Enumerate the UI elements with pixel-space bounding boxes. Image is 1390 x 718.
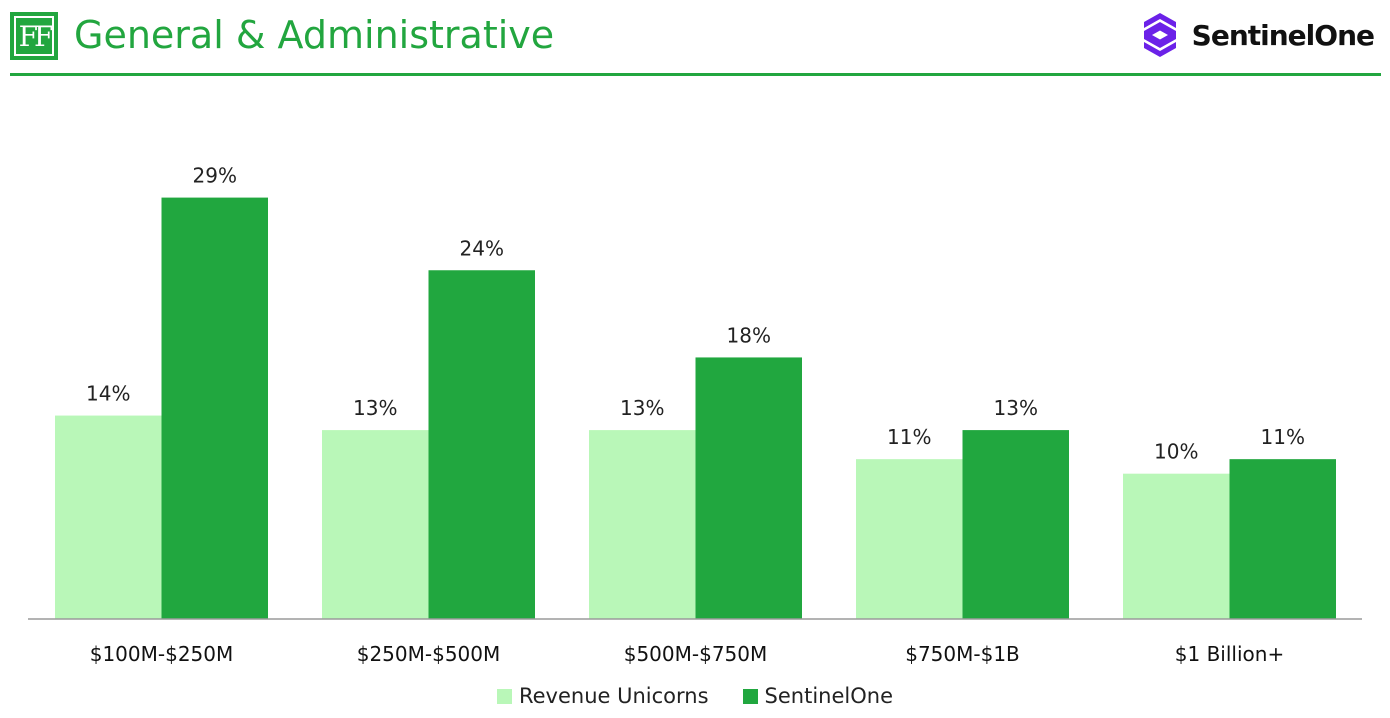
data-label-sentinelone-4: 11%: [1261, 425, 1305, 449]
data-label-revenue-unicorns-2: 13%: [620, 396, 664, 420]
data-label-sentinelone-3: 13%: [994, 396, 1038, 420]
bar-sentinelone-1: [428, 270, 535, 619]
legend-item-sentinelone: SentinelOne: [742, 684, 893, 708]
data-label-sentinelone-1: 24%: [460, 236, 504, 260]
x-tick-label-4: $1 Billion+: [1175, 642, 1284, 666]
legend-swatch-revenue-unicorns: [496, 688, 512, 704]
x-tick-label-0: $100M-$250M: [90, 642, 234, 666]
legend-label-revenue-unicorns: Revenue Unicorns: [518, 684, 709, 708]
header: FF General & Administrative SentinelOne: [0, 0, 1390, 78]
data-label-sentinelone-0: 29%: [193, 164, 237, 188]
header-divider: [10, 73, 1381, 76]
bar-revenue-unicorns-4: [1123, 473, 1230, 619]
legend-swatch-sentinelone: [742, 688, 758, 704]
bar-revenue-unicorns-1: [322, 430, 429, 619]
bar-sentinelone-2: [695, 357, 802, 619]
ff-logo: FF: [10, 12, 58, 60]
bar-sentinelone-0: [161, 197, 268, 619]
data-label-revenue-unicorns-4: 10%: [1154, 440, 1198, 464]
brand-logo: SentinelOne: [1140, 10, 1375, 60]
bar-revenue-unicorns-0: [55, 415, 162, 619]
bar-revenue-unicorns-3: [856, 459, 963, 619]
bar-sentinelone-3: [962, 430, 1069, 619]
bar-chart: 14% 29% $100M-$250M 13% 24% $250M-$500M 13% 18%…: [28, 164, 1362, 666]
data-label-sentinelone-2: 18%: [727, 323, 771, 347]
page-title: General & Administrative: [74, 13, 555, 57]
legend-item-revenue-unicorns: Revenue Unicorns: [496, 684, 709, 708]
x-tick-label-2: $500M-$750M: [624, 642, 768, 666]
data-label-revenue-unicorns-0: 14%: [86, 382, 130, 406]
bar-revenue-unicorns-2: [589, 430, 696, 619]
x-tick-label-1: $250M-$500M: [357, 642, 501, 666]
x-tick-label-3: $750M-$1B: [905, 642, 1020, 666]
ff-logo-text: FF: [14, 16, 54, 56]
sentinelone-icon: [1143, 13, 1176, 57]
bar-sentinelone-4: [1229, 459, 1336, 619]
brand-name: SentinelOne: [1191, 18, 1375, 52]
data-label-revenue-unicorns-1: 13%: [353, 396, 397, 420]
chart-legend: Revenue Unicorns SentinelOne: [0, 684, 1390, 708]
data-label-revenue-unicorns-3: 11%: [887, 425, 931, 449]
legend-label-sentinelone: SentinelOne: [764, 684, 893, 708]
